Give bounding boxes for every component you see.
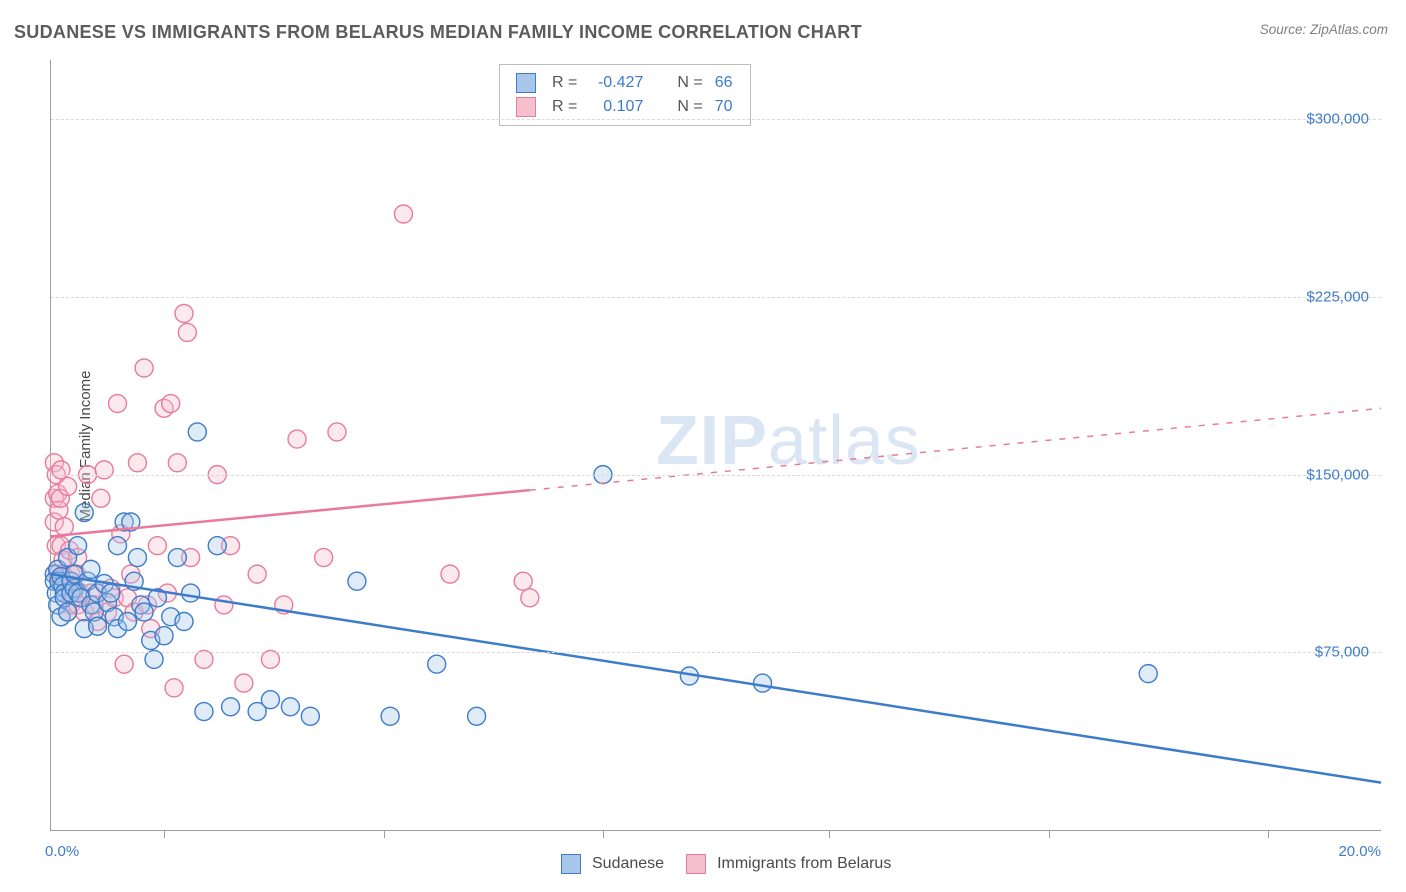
legend-row-belarus: R = 0.107 N = 70 <box>510 95 738 119</box>
data-point-sudanese <box>89 617 107 635</box>
gridline <box>51 475 1381 476</box>
data-point-sudanese <box>381 707 399 725</box>
r-prefix: R = <box>546 71 583 95</box>
data-point-belarus <box>115 655 133 673</box>
legend-row-sudanese: R = -0.427 N = 66 <box>510 71 738 95</box>
correlation-legend-table: R = -0.427 N = 66 R = 0.107 N = 70 <box>510 71 738 119</box>
data-point-belarus <box>55 518 73 536</box>
data-point-belarus <box>288 430 306 448</box>
data-point-belarus <box>59 477 77 495</box>
n-value-belarus: 70 <box>709 95 739 119</box>
y-tick-label: $150,000 <box>1306 466 1369 483</box>
y-tick-label: $300,000 <box>1306 111 1369 128</box>
data-point-belarus <box>215 596 233 614</box>
data-point-belarus <box>175 305 193 323</box>
data-point-belarus <box>248 565 266 583</box>
data-point-belarus <box>441 565 459 583</box>
r-value-belarus: 0.107 <box>583 95 649 119</box>
legend-label-belarus: Immigrants from Belarus <box>717 855 891 873</box>
r-prefix: R = <box>546 95 583 119</box>
n-prefix: N = <box>671 71 708 95</box>
data-point-belarus <box>148 537 166 555</box>
swatch-belarus <box>686 854 706 874</box>
chart-svg <box>51 60 1381 830</box>
data-point-sudanese <box>222 698 240 716</box>
swatch-sudanese <box>561 854 581 874</box>
swatch-sudanese <box>516 73 536 93</box>
data-point-belarus <box>162 395 180 413</box>
data-point-belarus <box>235 674 253 692</box>
data-point-belarus <box>394 205 412 223</box>
x-tick <box>1049 830 1050 838</box>
x-tick <box>829 830 830 838</box>
data-point-belarus <box>52 461 70 479</box>
data-point-sudanese <box>195 703 213 721</box>
chart-title: SUDANESE VS IMMIGRANTS FROM BELARUS MEDI… <box>14 22 862 43</box>
data-point-belarus <box>328 423 346 441</box>
legend-item-belarus: Immigrants from Belarus <box>686 854 891 874</box>
data-point-belarus <box>521 589 539 607</box>
data-point-belarus <box>168 454 186 472</box>
data-point-belarus <box>92 489 110 507</box>
data-point-belarus <box>514 572 532 590</box>
source-attribution: Source: ZipAtlas.com <box>1260 22 1388 37</box>
correlation-legend: R = -0.427 N = 66 R = 0.107 N = 70 <box>499 64 751 126</box>
data-point-sudanese <box>281 698 299 716</box>
x-tick <box>384 830 385 838</box>
data-point-belarus <box>128 454 146 472</box>
gridline <box>51 297 1381 298</box>
data-point-sudanese <box>1139 665 1157 683</box>
data-point-sudanese <box>155 627 173 645</box>
legend-label-sudanese: Sudanese <box>592 855 664 873</box>
data-point-sudanese <box>188 423 206 441</box>
data-point-sudanese <box>102 584 120 602</box>
r-value-sudanese: -0.427 <box>583 71 649 95</box>
data-point-sudanese <box>128 549 146 567</box>
trend-line-dashed-belarus <box>530 408 1381 490</box>
y-tick-label: $75,000 <box>1315 644 1369 661</box>
plot-area: ZIPatlas R = -0.427 N = 66 R = 0.107 N =… <box>50 60 1381 831</box>
data-point-sudanese <box>59 603 77 621</box>
data-point-sudanese <box>75 504 93 522</box>
x-tick <box>1268 830 1269 838</box>
data-point-sudanese <box>82 560 100 578</box>
x-tick <box>603 830 604 838</box>
data-point-sudanese <box>118 613 136 631</box>
n-value-sudanese: 66 <box>709 71 739 95</box>
data-point-sudanese <box>168 549 186 567</box>
data-point-belarus <box>109 395 127 413</box>
data-point-sudanese <box>428 655 446 673</box>
x-axis-min-label: 0.0% <box>45 843 79 860</box>
y-tick-label: $225,000 <box>1306 288 1369 305</box>
data-point-sudanese <box>109 537 127 555</box>
gridline <box>51 652 1381 653</box>
series-legend: Sudanese Immigrants from Belarus <box>561 854 891 874</box>
legend-item-sudanese: Sudanese <box>561 854 664 874</box>
data-point-sudanese <box>69 537 87 555</box>
data-point-sudanese <box>468 707 486 725</box>
data-point-belarus <box>178 323 196 341</box>
data-point-sudanese <box>208 537 226 555</box>
data-point-sudanese <box>301 707 319 725</box>
data-point-sudanese <box>135 603 153 621</box>
x-axis-max-label: 20.0% <box>1338 843 1381 860</box>
data-point-belarus <box>165 679 183 697</box>
data-point-sudanese <box>754 674 772 692</box>
data-point-sudanese <box>261 691 279 709</box>
gridline <box>51 119 1381 120</box>
x-tick <box>164 830 165 838</box>
data-point-sudanese <box>182 584 200 602</box>
data-point-belarus <box>135 359 153 377</box>
data-point-sudanese <box>175 613 193 631</box>
data-point-sudanese <box>348 572 366 590</box>
data-point-belarus <box>95 461 113 479</box>
data-point-belarus <box>315 549 333 567</box>
swatch-belarus <box>516 97 536 117</box>
n-prefix: N = <box>671 95 708 119</box>
